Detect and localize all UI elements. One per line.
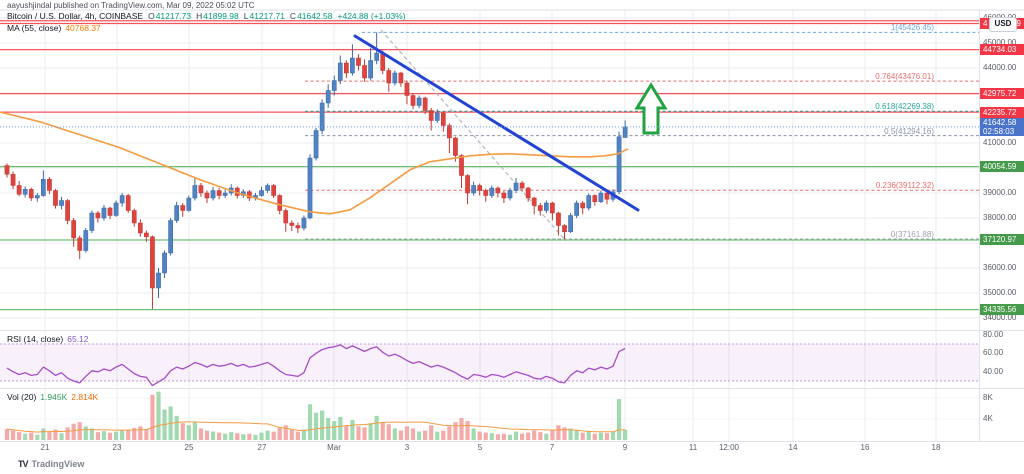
volume-label[interactable]: Vol (20)	[7, 392, 37, 402]
change-value: +424.88 (+1.03%)	[337, 11, 406, 21]
candles-layer	[4, 32, 628, 310]
pane-dividers	[0, 9, 1024, 442]
fib-levels	[305, 31, 979, 240]
volume-current-value: 1.945K	[40, 392, 68, 402]
ma-value: 40768.37	[65, 23, 101, 33]
volume-legend: Vol (20) 1.945K 2.814K	[7, 392, 98, 402]
tradingview-logo-icon[interactable]: TV	[18, 459, 28, 469]
tradingview-logo-text[interactable]: TradingView	[31, 459, 85, 469]
horizontal-lines	[0, 20, 979, 311]
rsi-value: 65.12	[67, 334, 89, 344]
symbol-title[interactable]: Bitcoin / U.S. Dollar, 4h, COINBASE	[7, 11, 144, 21]
ma55-line	[0, 111, 629, 215]
volume-ma-value: 2.814K	[71, 392, 99, 402]
footer: TV TradingView	[18, 459, 84, 469]
rsi-band	[0, 343, 979, 382]
rsi-legend: RSI (14, close) 65.12	[7, 334, 89, 344]
ohlc-values: O41217.73 H41899.98 L41217.71 C41642.58	[148, 11, 333, 21]
rsi-line	[6, 344, 626, 387]
currency-toggle-button[interactable]: USD	[989, 17, 1017, 32]
volume-ma-line	[6, 421, 626, 433]
fib-connector-line	[380, 29, 567, 242]
rsi-label[interactable]: RSI (14, close)	[7, 334, 64, 344]
symbol-legend: Bitcoin / U.S. Dollar, 4h, COINBASE O4121…	[7, 11, 406, 21]
ma-legend: MA (55, close) 40768.37	[7, 23, 101, 33]
published-header: aayushjindal published on TradingView.co…	[7, 1, 255, 10]
volume-bars	[4, 391, 628, 440]
ma-label[interactable]: MA (55, close)	[7, 23, 62, 33]
downtrend-line	[353, 34, 640, 212]
up-arrow-icon	[634, 82, 668, 135]
